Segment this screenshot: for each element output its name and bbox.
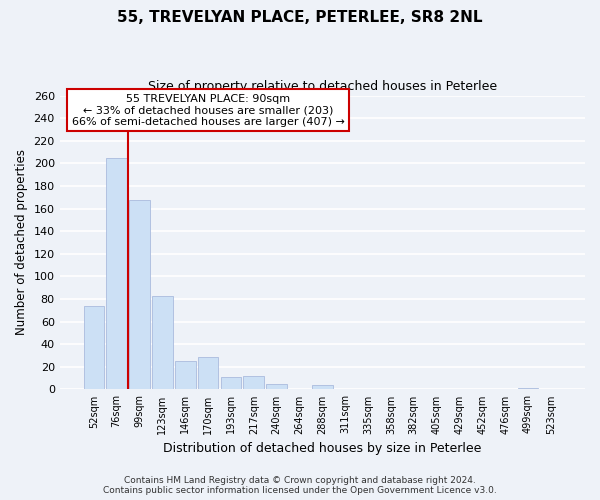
Bar — [106, 158, 127, 390]
Text: 55 TREVELYAN PLACE: 90sqm
← 33% of detached houses are smaller (203)
66% of semi: 55 TREVELYAN PLACE: 90sqm ← 33% of detac… — [71, 94, 344, 127]
Bar — [221, 377, 241, 390]
X-axis label: Distribution of detached houses by size in Peterlee: Distribution of detached houses by size … — [163, 442, 482, 455]
Y-axis label: Number of detached properties: Number of detached properties — [15, 150, 28, 336]
Bar — [244, 376, 264, 390]
Bar — [266, 384, 287, 390]
Text: Contains HM Land Registry data © Crown copyright and database right 2024.
Contai: Contains HM Land Registry data © Crown c… — [103, 476, 497, 495]
Text: 55, TREVELYAN PLACE, PETERLEE, SR8 2NL: 55, TREVELYAN PLACE, PETERLEE, SR8 2NL — [117, 10, 483, 25]
Bar — [198, 356, 218, 390]
Bar — [129, 200, 150, 390]
Bar — [175, 361, 196, 390]
Bar — [83, 306, 104, 390]
Bar — [152, 296, 173, 390]
Bar — [312, 385, 332, 390]
Title: Size of property relative to detached houses in Peterlee: Size of property relative to detached ho… — [148, 80, 497, 93]
Bar — [518, 388, 538, 390]
